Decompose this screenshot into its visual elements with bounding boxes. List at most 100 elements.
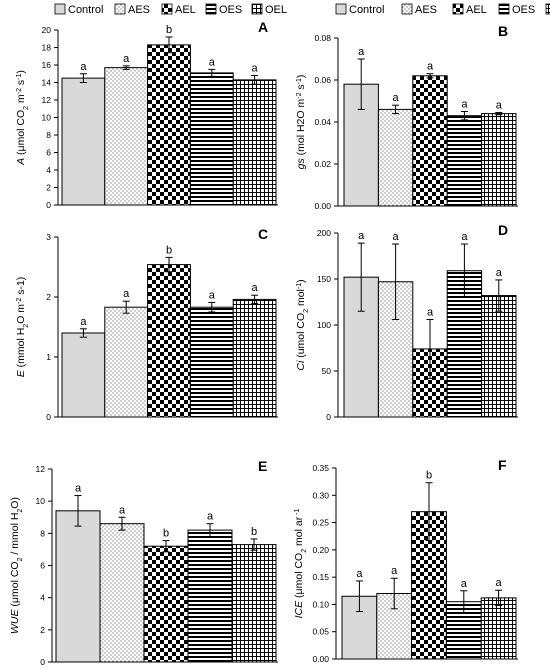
y-tick-label: 100	[317, 320, 331, 330]
error-bar-f-oel	[495, 589, 503, 607]
chart-panel-f: a a b a a 0.00 0.05 0.10 0.15 0.20 0.25 0.30 0.35 F IC…	[293, 457, 518, 664]
bar-e-aes	[99, 523, 145, 663]
bar-c-oel	[232, 298, 277, 418]
y-axis-label: ICE (μmol CO2 mol ar -1	[293, 509, 308, 619]
y-tick-label: 10	[42, 113, 52, 123]
error-bar-b-oes	[460, 111, 468, 121]
significance-letter: a	[427, 61, 434, 73]
bar-e-control	[55, 510, 101, 663]
significance-letter: a	[209, 289, 216, 301]
significance-letter: a	[80, 61, 87, 73]
y-tick-label: 0.00	[314, 201, 331, 211]
panel-letter: D	[498, 222, 508, 238]
error-bar-d-oel	[495, 279, 503, 312]
significance-letter: a	[461, 578, 468, 590]
error-bar-c-oes	[208, 301, 216, 313]
error-bar-c-ael	[165, 256, 173, 273]
error-bar-e-control	[74, 495, 82, 527]
error-bar-b-control	[357, 58, 365, 110]
chart-panel-e: a a b a b 0 2 4 6 8 10 12 E WUE (μmol CO2 / mmol H2O)	[9, 458, 278, 667]
significance-letter: b	[166, 244, 172, 256]
error-bar-b-ael	[426, 73, 434, 79]
significance-letter: a	[75, 483, 82, 495]
y-tick-label: 0.04	[314, 117, 331, 127]
bar-b-oel	[481, 113, 517, 207]
y-tick-label: 0.00	[312, 654, 329, 664]
chart-panel-a: a a b a a 0 2 4 6 8 10 12 14 16 18 20 A A (μmol CO2 m-2 s…	[15, 19, 278, 210]
significance-letter: a	[209, 56, 216, 68]
bar-e-oes	[187, 529, 233, 663]
legend-label-control: Control	[68, 4, 103, 16]
bar-e-oel	[231, 544, 277, 663]
legend-swatch-control	[335, 3, 347, 15]
y-tick-label: 8	[46, 130, 51, 140]
significance-letter: a	[207, 511, 214, 523]
panel-letter: A	[258, 19, 268, 35]
significance-letter: a	[252, 63, 259, 75]
bar-c-ael	[147, 264, 191, 418]
y-tick-label: 0.35	[312, 463, 329, 473]
y-tick-label: 0.10	[312, 599, 329, 609]
y-axis-label: WUE (μmol CO2 / mmol H2O)	[9, 497, 24, 634]
error-bar-a-control	[79, 73, 87, 83]
y-tick-label: 50	[322, 366, 332, 376]
y-tick-label: 200	[317, 228, 331, 238]
significance-letter: a	[356, 568, 363, 580]
significance-letter: a	[391, 565, 398, 577]
significance-letter: a	[427, 306, 434, 318]
legend-swatch-ael	[161, 3, 173, 15]
error-bar-f-control	[355, 580, 363, 613]
y-tick-label: 2	[46, 183, 51, 193]
error-bar-d-aes	[392, 243, 400, 320]
error-bar-d-control	[357, 242, 365, 312]
significance-letter: a	[496, 267, 503, 279]
significance-letter: a	[496, 100, 503, 112]
significance-letter: a	[393, 92, 400, 104]
legend-label-oes: OES	[512, 4, 535, 16]
bar-c-oes	[189, 306, 234, 418]
error-bar-e-oes	[206, 523, 214, 538]
bar-e-ael	[143, 545, 189, 663]
error-bar-c-oel	[251, 294, 259, 305]
chart-panel-b: a a a a a 0.00 0.02 0.04 0.06 0.08 Bgs (mol H2O m-…	[295, 23, 518, 211]
legend-label-ael: AEL	[466, 4, 487, 16]
significance-letter: a	[123, 288, 130, 300]
y-tick-label: 20	[42, 25, 52, 35]
y-tick-label: 0	[46, 412, 51, 422]
significance-letter: b	[426, 470, 432, 482]
y-tick-label: 4	[40, 593, 45, 603]
bar-a-oel	[232, 79, 277, 206]
error-bar-f-oes	[460, 590, 468, 614]
y-tick-label: 0	[40, 657, 45, 667]
y-tick-label: 3	[46, 232, 51, 242]
legend-label-aes: AES	[128, 4, 150, 16]
error-bar-c-aes	[122, 300, 130, 314]
significance-letter: b	[163, 528, 169, 540]
y-tick-label: 150	[317, 274, 331, 284]
bar-a-ael	[147, 44, 191, 206]
chart-panel-c: a a b a a 0 1 2 3 C E (mmol H2O m-2 s-1)	[15, 226, 278, 422]
y-tick-label: 0.30	[312, 490, 329, 500]
y-tick-label: 0.02	[314, 159, 331, 169]
significance-letter: a	[461, 231, 468, 243]
error-bar-a-ael	[165, 36, 173, 54]
y-tick-label: 0.08	[314, 33, 331, 43]
error-bar-e-ael	[162, 540, 170, 553]
panel-letter: E	[258, 458, 267, 474]
legend-1: Control AES AEL OES OEL	[54, 3, 287, 16]
y-tick-label: 0.20	[312, 545, 329, 555]
error-bar-a-aes	[122, 65, 130, 70]
significance-letter: a	[496, 577, 503, 589]
significance-letter: b	[251, 526, 257, 538]
error-bar-a-oel	[251, 75, 259, 85]
y-tick-label: 0.15	[312, 572, 329, 582]
y-tick-label: 0	[46, 200, 51, 210]
bar-d-oel	[481, 295, 517, 418]
y-tick-label: 1	[46, 352, 51, 362]
bar-c-aes	[104, 306, 149, 418]
legend-label-ael: AEL	[175, 4, 196, 16]
legend-swatch-ael	[452, 3, 464, 15]
bar-b-aes	[377, 108, 414, 207]
